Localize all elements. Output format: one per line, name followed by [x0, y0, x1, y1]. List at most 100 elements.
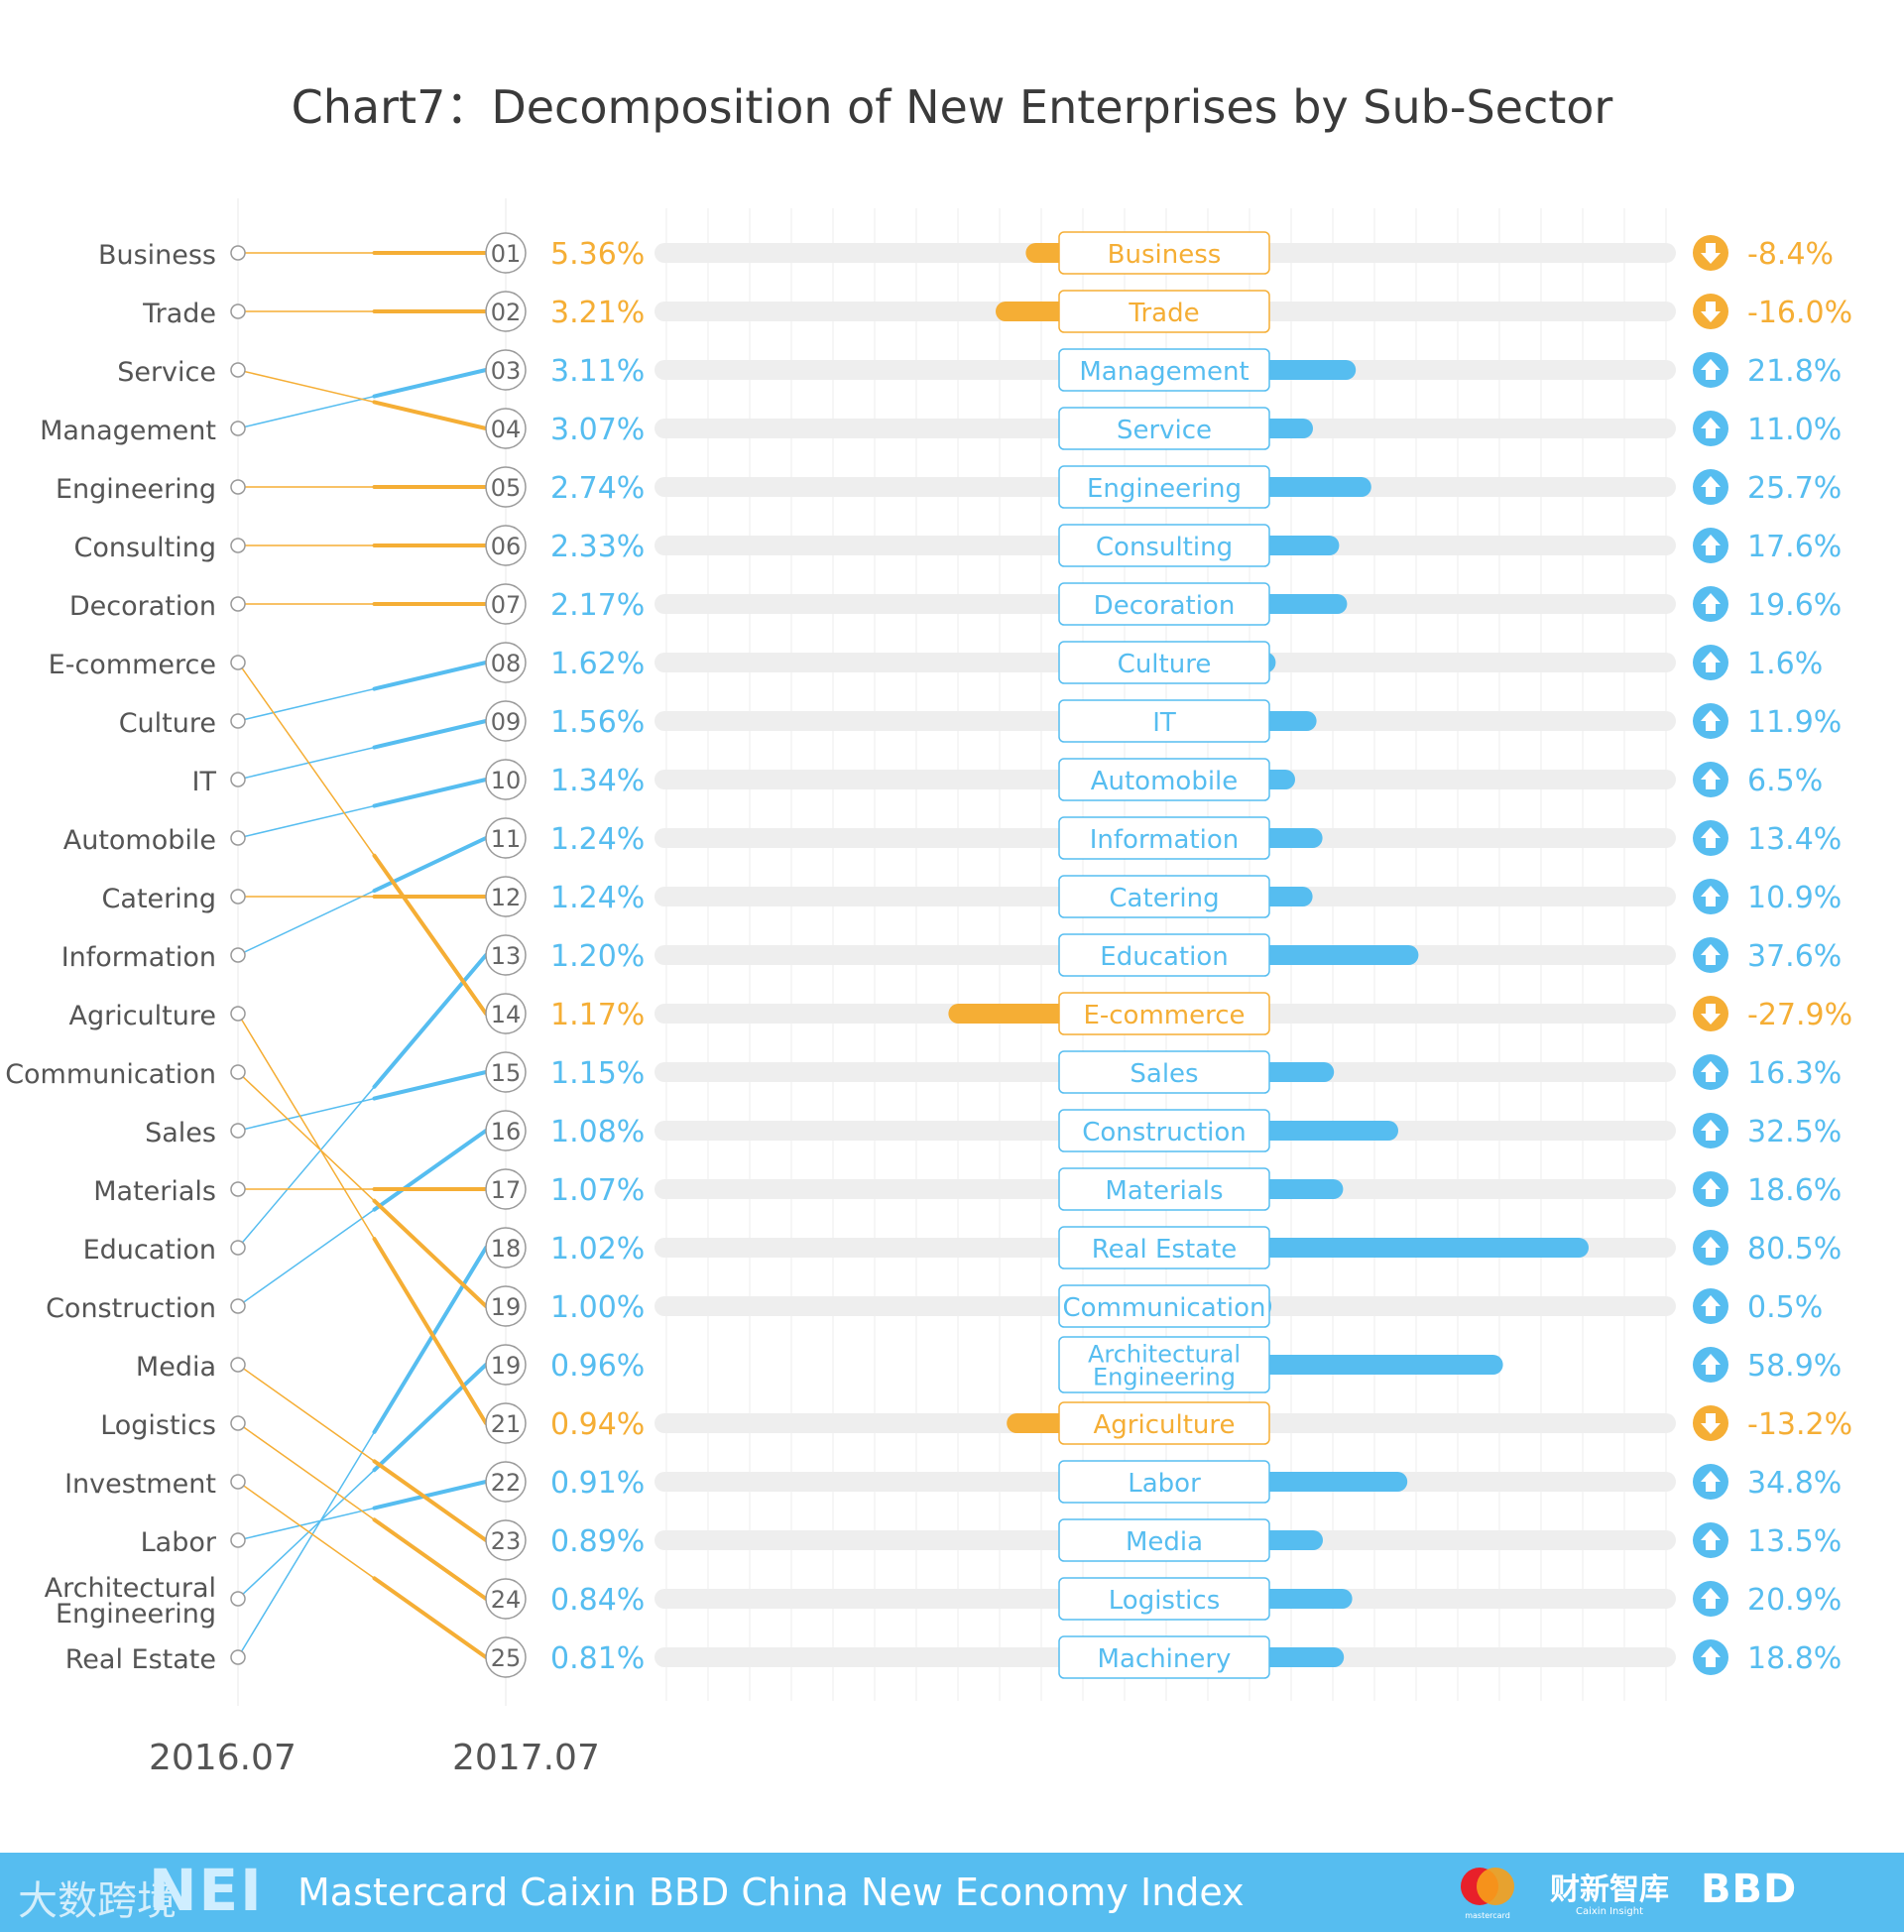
left-dot [230, 538, 246, 553]
change-value-it: 11.9% [1747, 705, 1842, 740]
change-bar-logistics [1257, 1589, 1353, 1609]
sector-label-sales: Sales [1130, 1059, 1198, 1089]
left-dot [230, 1415, 246, 1431]
change-value-decoration: 19.6% [1747, 588, 1842, 623]
left-dot [230, 889, 246, 905]
share-value-media: 0.89% [550, 1524, 645, 1559]
share-value-catering: 1.24% [550, 881, 645, 915]
arrow-up-icon [1693, 469, 1728, 505]
left-label-media: Media [136, 1352, 216, 1383]
rank-number: 14 [491, 1001, 522, 1028]
rank-number: 17 [491, 1176, 522, 1204]
sector-label-education: Education [1100, 942, 1228, 972]
rank-circle [485, 1402, 527, 1444]
left-label-consulting: Consulting [73, 533, 216, 563]
change-bar-management [1257, 360, 1357, 380]
arrow-down-icon [1693, 294, 1728, 329]
left-label-e-commerce: E-commerce [49, 650, 216, 680]
rank-circle [485, 1344, 527, 1386]
rank-circle [485, 1461, 527, 1503]
sector-label-box [1058, 875, 1270, 918]
sector-label-real-estate: Real Estate [1092, 1235, 1238, 1265]
rank-number: 24 [491, 1586, 522, 1614]
change-value-logistics: 20.9% [1747, 1583, 1842, 1618]
change-value-catering: 10.9% [1747, 881, 1842, 915]
share-value-materials: 1.07% [550, 1173, 645, 1208]
slope-line-thick [372, 853, 488, 1016]
rank-number: 09 [491, 708, 522, 736]
change-bar-machinery [1257, 1647, 1345, 1667]
rank-circle [485, 1227, 527, 1268]
left-label-decoration: Decoration [69, 591, 216, 622]
left-label-business: Business [98, 240, 216, 271]
change-bar-sales [1257, 1062, 1335, 1082]
arrow-up-icon [1693, 1171, 1728, 1207]
change-bar-agriculture [1007, 1413, 1071, 1433]
caixin-logo: 财新智库 Caixin Insight [1515, 1865, 1704, 1917]
sector-label-box [1058, 1518, 1270, 1562]
sector-label-box [1058, 1336, 1270, 1393]
share-value-machinery: 0.81% [550, 1641, 645, 1676]
rank-number: 08 [491, 650, 522, 677]
left-dot [230, 655, 246, 670]
rank-circle [485, 817, 527, 859]
rank-circle [485, 1578, 527, 1620]
left-label-communication: Communication [5, 1059, 216, 1090]
rank-number: 19 [491, 1352, 522, 1380]
left-label-it: IT [192, 767, 217, 797]
change-value-real-estate: 80.5% [1747, 1232, 1842, 1267]
share-value-culture: 1.62% [550, 647, 645, 681]
slope-line-thick [372, 1363, 488, 1473]
sector-label-box [1058, 524, 1270, 567]
left-label-sales: Sales [145, 1118, 216, 1148]
rank-circle [485, 232, 527, 274]
sector-label-engineering: Engineering [1087, 474, 1242, 504]
change-value-sales: 16.3% [1747, 1056, 1842, 1091]
sector-label-decoration: Decoration [1094, 591, 1236, 621]
change-bar-construction [1257, 1121, 1398, 1141]
change-value-management: 21.8% [1747, 354, 1842, 389]
sector-label-agriculture: Agriculture [1094, 1410, 1236, 1440]
change-value-service: 11.0% [1747, 413, 1842, 447]
rank-circle [485, 642, 527, 683]
rank-number: 04 [491, 416, 522, 443]
rank-number: 21 [491, 1410, 522, 1438]
arrow-up-icon [1693, 586, 1728, 622]
share-value-business: 5.36% [550, 237, 645, 272]
arrow-up-icon [1693, 879, 1728, 914]
share-value-engineering: 2.74% [550, 471, 645, 506]
change-bar-materials [1257, 1179, 1344, 1199]
change-value-e-commerce: -27.9% [1747, 998, 1852, 1032]
left-label-real-estate: Real Estate [65, 1644, 216, 1675]
chart-title: Chart7：Decomposition of New Enterprises … [291, 80, 1613, 134]
rank-circle [485, 759, 527, 800]
arrow-up-icon [1693, 1464, 1728, 1500]
share-value-trade: 3.21% [550, 296, 645, 330]
sector-label-logistics: Logistics [1109, 1586, 1220, 1616]
left-dot [230, 947, 246, 963]
sector-label-it: IT [1152, 708, 1176, 738]
share-value-sales: 1.15% [550, 1056, 645, 1091]
change-bar-trade [996, 302, 1071, 321]
slope-line-thick [372, 1129, 488, 1212]
left-label-architectural-engineering: Architectural Engineering [45, 1573, 216, 1630]
arrow-up-icon [1693, 645, 1728, 680]
change-value-labor: 34.8% [1747, 1466, 1842, 1501]
slope-line-thick [372, 1246, 488, 1434]
rank-number: 05 [491, 474, 522, 502]
sector-label-box [1058, 1167, 1270, 1211]
sector-label-box [1058, 1401, 1270, 1445]
change-value-consulting: 17.6% [1747, 530, 1842, 564]
watermark-text: 大数跨境 [18, 1878, 177, 1924]
slope-line-thick [372, 1576, 488, 1659]
arrow-up-icon [1693, 1522, 1728, 1558]
caixin-sub-text: Caixin Insight [1576, 1906, 1643, 1917]
arrow-up-icon [1693, 1639, 1728, 1675]
rank-number: 25 [491, 1644, 522, 1672]
change-value-information: 13.4% [1747, 822, 1842, 857]
slope-line-thick [372, 836, 488, 894]
slope-line-thick [372, 1480, 488, 1510]
left-label-management: Management [40, 416, 216, 446]
left-label-materials: Materials [93, 1176, 216, 1207]
share-value-labor: 0.91% [550, 1466, 645, 1501]
